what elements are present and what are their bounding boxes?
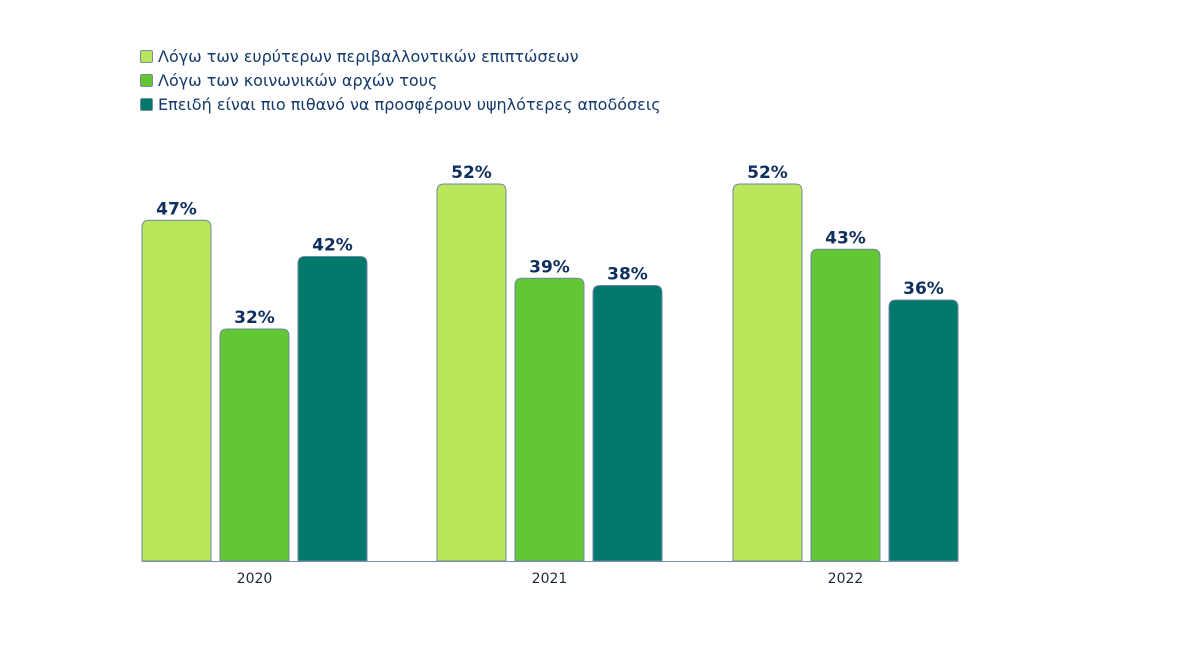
bar	[514, 277, 585, 562]
legend-swatch	[140, 49, 153, 63]
legend-label: Λόγω των ευρύτερων περιβαλλοντικών επιπτ…	[158, 46, 579, 66]
legend-item-social: Λόγω των κοινωνικών αρχών τους	[140, 68, 661, 92]
legend-label: Επειδή είναι πιο πιθανό να προσφέρουν υψ…	[158, 94, 661, 114]
data-label: 32%	[234, 308, 275, 328]
data-label: 38%	[607, 265, 648, 285]
bar	[732, 183, 803, 562]
data-label: 47%	[156, 199, 197, 219]
legend-swatch	[140, 73, 153, 87]
data-label: 42%	[312, 236, 353, 256]
bar	[141, 219, 212, 562]
bar	[436, 183, 507, 562]
bar	[297, 256, 368, 562]
x-tick-label: 2021	[532, 571, 568, 587]
bar	[219, 328, 290, 562]
x-tick-label: 2020	[237, 571, 273, 587]
data-label: 39%	[529, 257, 570, 277]
bar	[810, 248, 881, 562]
bar	[592, 285, 663, 562]
data-label: 52%	[451, 163, 492, 183]
legend-item-environmental: Λόγω των ευρύτερων περιβαλλοντικών επιπτ…	[140, 44, 661, 68]
data-label: 52%	[747, 163, 788, 183]
bar	[888, 299, 959, 562]
legend-swatch	[140, 97, 153, 111]
data-label: 43%	[825, 228, 866, 248]
x-tick-label: 2022	[828, 571, 864, 587]
legend-item-returns: Επειδή είναι πιο πιθανό να προσφέρουν υψ…	[140, 92, 661, 116]
legend: Λόγω των ευρύτερων περιβαλλοντικών επιπτ…	[140, 44, 661, 116]
data-label: 36%	[903, 279, 944, 299]
legend-label: Λόγω των κοινωνικών αρχών τους	[158, 70, 438, 90]
